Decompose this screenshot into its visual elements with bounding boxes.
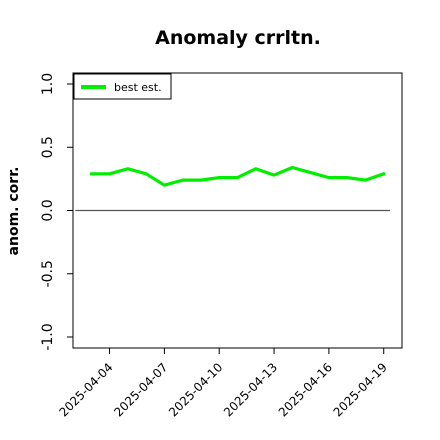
- y-tick-label: 0.5: [40, 136, 56, 158]
- legend-label: best est.: [114, 81, 162, 94]
- x-tick-label: 2025-04-19: [331, 360, 390, 419]
- x-tick-label: 2025-04-16: [276, 360, 335, 419]
- series-line-best-est: [89, 165, 386, 187]
- x-tick-label: 2025-04-07: [111, 360, 170, 419]
- x-tick-label: 2025-04-04: [56, 360, 115, 419]
- legend: best est.: [73, 73, 172, 100]
- y-axis-label: anom. corr.: [6, 167, 22, 256]
- y-tick-label: -1.0: [40, 323, 56, 350]
- y-tick-label: 0.0: [40, 199, 56, 221]
- series-group: [89, 165, 386, 187]
- x-axis: 2025-04-042025-04-072025-04-102025-04-13…: [56, 348, 390, 419]
- y-tick-label: 1.0: [40, 73, 56, 95]
- y-axis: -1.0 -0.5 0.0 0.5 1.0: [40, 73, 73, 351]
- chart-title: Anomaly crrltn.: [155, 27, 321, 49]
- y-tick-label: -0.5: [40, 260, 56, 287]
- x-tick-label: 2025-04-10: [166, 360, 225, 419]
- x-tick-label: 2025-04-13: [221, 360, 280, 419]
